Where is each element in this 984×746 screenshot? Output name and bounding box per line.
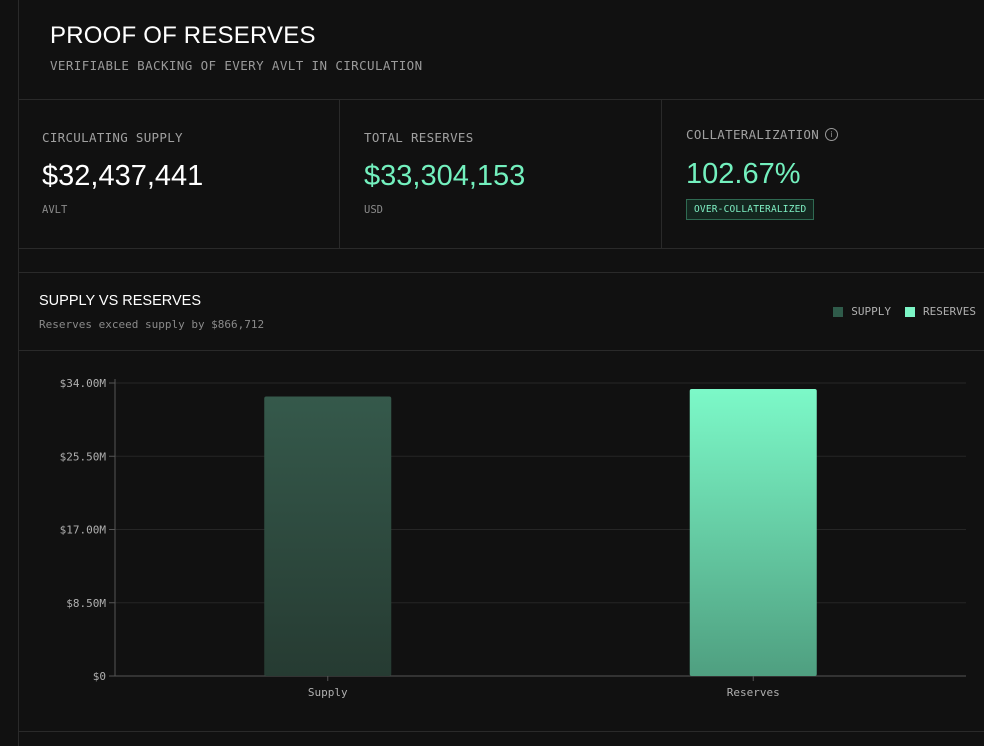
legend-swatch-supply — [833, 306, 844, 317]
collateralization-label: COLLATERALIZATION — [686, 127, 820, 142]
bar-reserves — [689, 388, 817, 676]
stat-label: TOTAL RESERVES — [364, 130, 474, 145]
legend-label-supply: SUPPLY — [851, 305, 892, 318]
legend-item-reserves: RESERVES — [905, 305, 976, 318]
legend-label-reserves: RESERVES — [923, 305, 976, 318]
collateralization-value: 102.67% — [686, 158, 801, 190]
stat-label: CIRCULATING SUPPLY — [42, 130, 183, 145]
stat-collateralization: COLLATERALIZATION i 102.67% OVER-COLLATE… — [662, 100, 984, 248]
bar-supply — [264, 396, 392, 676]
info-icon[interactable]: i — [825, 128, 839, 141]
y-tick-label: $17.00M — [60, 524, 107, 537]
chart-header: SUPPLY VS RESERVES Reserves exceed suppl… — [18, 273, 984, 351]
legend-item-supply: SUPPLY — [833, 305, 891, 318]
chart-title: SUPPLY VS RESERVES — [39, 293, 201, 309]
stat-unit: USD — [364, 204, 383, 216]
chart-panel: SUPPLY VS RESERVES Reserves exceed suppl… — [18, 272, 984, 732]
y-tick-label: $8.50M — [66, 597, 106, 610]
page-subtitle: VERIFIABLE BACKING OF EVERY AVLT IN CIRC… — [50, 58, 423, 73]
chart-subtitle: Reserves exceed supply by $866,712 — [39, 318, 265, 331]
circulating-supply-value: $32,437,441 — [42, 160, 204, 192]
bar-chart: $0 $8.50M $17.00M $25.50M $34.00M Supply Reser… — [60, 377, 966, 699]
stat-circulating-supply: CIRCULATING SUPPLY $32,437,441 AVLT — [18, 100, 340, 248]
stats-row: CIRCULATING SUPPLY $32,437,441 AVLT TOTA… — [18, 99, 984, 249]
stat-label: COLLATERALIZATION i — [686, 127, 839, 142]
y-tick-label: $0 — [93, 670, 106, 683]
x-tick-label: Reserves — [727, 686, 780, 699]
y-tick-label: $34.00M — [60, 377, 107, 390]
page-left-border — [18, 0, 19, 746]
chart-legend: SUPPLY RESERVES — [819, 305, 976, 318]
page-title: PROOF OF RESERVES — [50, 22, 316, 49]
stat-unit: AVLT — [42, 204, 68, 216]
y-tick-label: $25.50M — [60, 450, 107, 463]
stat-total-reserves: TOTAL RESERVES $33,304,153 USD — [340, 100, 662, 248]
status-badge: OVER-COLLATERALIZED — [686, 199, 815, 220]
total-reserves-value: $33,304,153 — [364, 160, 526, 192]
x-tick-label: Supply — [308, 686, 348, 699]
legend-swatch-reserves — [905, 306, 916, 317]
